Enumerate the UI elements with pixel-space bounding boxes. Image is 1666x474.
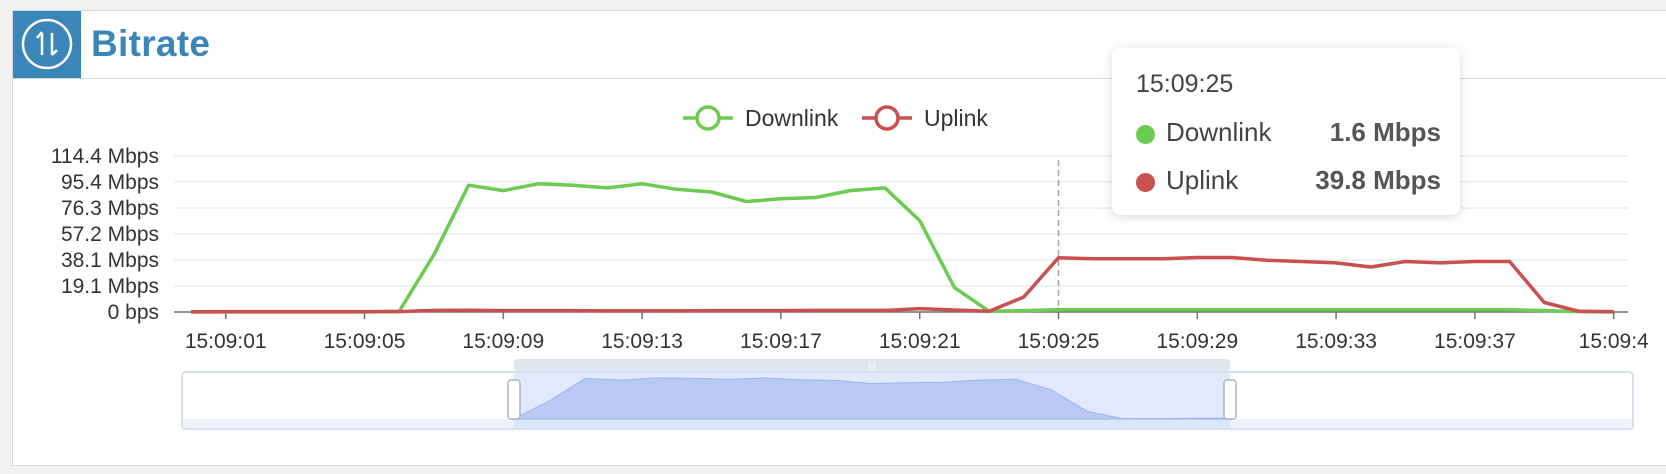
panel-title: Bitrate bbox=[91, 23, 211, 64]
legend-label-uplink: Uplink bbox=[924, 105, 988, 131]
x-tick-label: 15:09:25 bbox=[1018, 330, 1100, 353]
uplink-dot-icon bbox=[1136, 173, 1155, 192]
y-tick-label: 38.1 Mbps bbox=[61, 249, 159, 272]
tooltip-time: 15:09:25 bbox=[1136, 70, 1234, 98]
x-tick-label: 15:09:21 bbox=[879, 330, 961, 353]
tooltip-series-name: Uplink bbox=[1166, 165, 1239, 195]
y-tick-label: 0 bps bbox=[108, 301, 159, 324]
tooltip-series-value: 39.8 Mbps bbox=[1315, 165, 1441, 195]
panel-header: Bitrate bbox=[13, 11, 1666, 79]
legend-marker-uplink bbox=[874, 105, 900, 131]
chart-tooltip: 15:09:25 Downlink 1.6 Mbps Uplink 39.8 M… bbox=[1112, 48, 1460, 215]
zoom-handle-right[interactable] bbox=[1223, 379, 1237, 420]
x-tick-label: 15:09:09 bbox=[462, 330, 544, 353]
y-tick-label: 19.1 Mbps bbox=[61, 275, 159, 298]
x-tick-label: 15:09:33 bbox=[1295, 330, 1377, 353]
x-tick-label: 15:09:13 bbox=[601, 330, 683, 353]
downlink-dot-icon bbox=[1136, 125, 1155, 144]
x-tick-label: 15:09:05 bbox=[324, 330, 406, 353]
tooltip-series-value: 1.6 Mbps bbox=[1329, 117, 1441, 147]
legend-marker-downlink bbox=[695, 105, 721, 131]
zoom-preview-area bbox=[513, 377, 1231, 420]
x-tick-label: 15:09:37 bbox=[1434, 330, 1516, 353]
y-tick-label: 95.4 Mbps bbox=[61, 171, 159, 194]
tooltip-row-uplink: Uplink 39.8 Mbps bbox=[1136, 165, 1441, 197]
zoom-window-top-bar bbox=[514, 359, 1230, 371]
x-tick-label: 15:09:4 bbox=[1579, 330, 1649, 353]
y-tick-label: 114.4 Mbps bbox=[51, 145, 159, 168]
series-line-downlink bbox=[191, 182, 1614, 314]
x-tick-label: 15:09:29 bbox=[1156, 330, 1238, 353]
header-icon-box bbox=[13, 11, 81, 78]
tooltip-row-downlink: Downlink 1.6 Mbps bbox=[1136, 117, 1441, 149]
zoom-window-drag-icon: ||| bbox=[868, 361, 876, 372]
series-line-uplink bbox=[190, 255, 1614, 314]
x-tick-label: 15:09:01 bbox=[185, 330, 267, 353]
y-tick-label: 57.2 Mbps bbox=[61, 223, 159, 246]
y-tick-label: 76.3 Mbps bbox=[61, 197, 159, 220]
zoom-handle-left[interactable] bbox=[507, 379, 521, 420]
x-tick-label: 15:09:17 bbox=[740, 330, 822, 353]
up-down-arrows-icon bbox=[21, 18, 73, 70]
tooltip-series-name: Downlink bbox=[1166, 117, 1272, 147]
legend-label-downlink: Downlink bbox=[745, 105, 839, 131]
